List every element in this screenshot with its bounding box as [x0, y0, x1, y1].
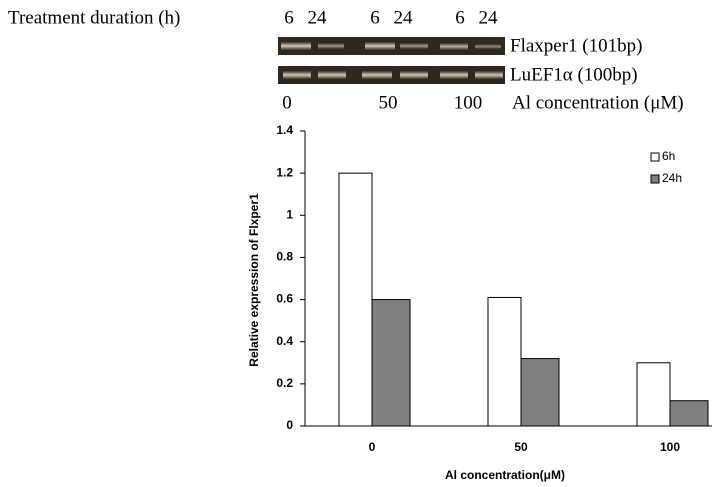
gel-duration: 6	[455, 7, 465, 28]
legend-swatch	[650, 152, 660, 162]
gel-duration: 24	[308, 7, 328, 28]
bar	[371, 299, 411, 427]
y-tick-label: 0.4	[276, 334, 293, 348]
y-tick-label: 1.4	[276, 123, 293, 137]
legend-swatch	[650, 174, 660, 184]
bar	[520, 358, 560, 427]
gel-duration: 24	[479, 7, 499, 28]
bar	[487, 296, 522, 427]
bar	[636, 362, 671, 427]
legend-label: 6h	[662, 149, 675, 163]
x-tick-label: 50	[514, 440, 528, 454]
gel-duration: 6	[370, 7, 380, 28]
gel-band-label: LuEF1α (100bp)	[510, 64, 638, 85]
y-tick-label: 0.6	[276, 292, 293, 306]
y-tick-label: 0.2	[276, 376, 293, 390]
gel-band-label: Flaxper1 (101bp)	[510, 35, 642, 56]
gel-concentration: 100	[454, 92, 483, 113]
bar	[338, 172, 373, 427]
x-axis-title: Al concentration(μM)	[445, 468, 565, 482]
gel-duration-title: Treatment duration (h)	[8, 7, 180, 28]
y-tick-label: 1	[286, 207, 293, 221]
gel-concentration: 50	[379, 92, 398, 113]
gel-concentration: 0	[282, 92, 292, 113]
gel-image	[278, 37, 505, 84]
gel-duration: 6	[284, 7, 294, 28]
gel-concentration-title: Al concentration (μM)	[512, 92, 684, 113]
y-tick-label: 1.2	[276, 165, 293, 179]
x-tick-label: 0	[369, 440, 376, 454]
bar	[669, 400, 709, 427]
legend-label: 24h	[662, 171, 682, 185]
y-tick-label: 0	[286, 418, 293, 432]
gel-duration: 24	[394, 7, 414, 28]
y-axis-title: Relative expression of Flxper1	[247, 193, 261, 367]
x-tick-label: 100	[660, 440, 680, 454]
y-tick-label: 0.8	[276, 250, 293, 264]
